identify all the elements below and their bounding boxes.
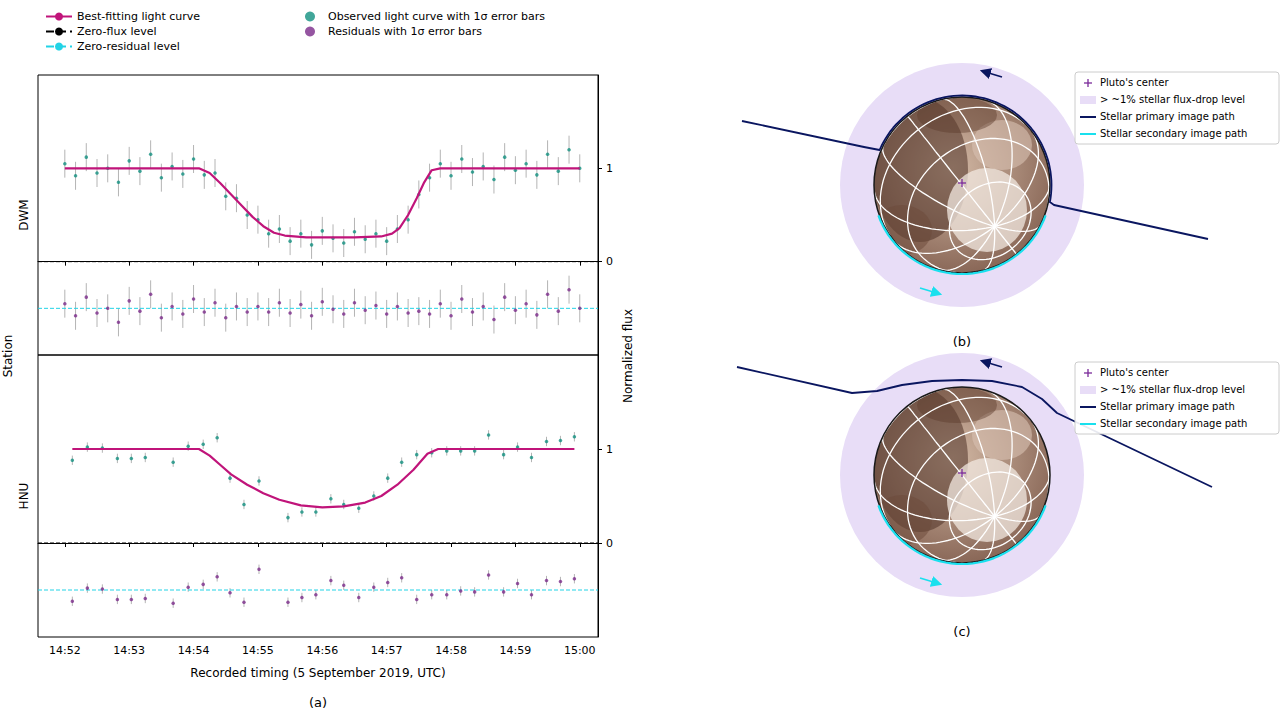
svg-text:Best-fitting light curve: Best-fitting light curve xyxy=(77,10,200,23)
svg-text:15:00: 15:00 xyxy=(564,644,596,657)
svg-text:Zero-flux level: Zero-flux level xyxy=(77,25,157,38)
svg-text:0: 0 xyxy=(606,537,613,550)
svg-text:> ~1% stellar flux-drop level: > ~1% stellar flux-drop level xyxy=(1100,384,1245,395)
svg-text:Observed light curve with 1σ e: Observed light curve with 1σ error bars xyxy=(328,10,545,23)
svg-text:1: 1 xyxy=(606,443,613,456)
svg-text:0: 0 xyxy=(606,255,613,268)
svg-text:DWM: DWM xyxy=(17,199,31,230)
svg-text:Stellar secondary image path: Stellar secondary image path xyxy=(1100,418,1247,429)
svg-text:Stellar primary image path: Stellar primary image path xyxy=(1100,401,1235,412)
svg-text:Normalized flux: Normalized flux xyxy=(621,309,635,403)
svg-text:Pluto's center: Pluto's center xyxy=(1100,77,1169,88)
svg-text:Pluto's center: Pluto's center xyxy=(1100,367,1169,378)
svg-text:14:53: 14:53 xyxy=(113,644,145,657)
svg-text:Residuals with 1σ error bars: Residuals with 1σ error bars xyxy=(328,25,482,38)
svg-text:Recorded timing (5 September 2: Recorded timing (5 September 2019, UTC) xyxy=(190,666,445,680)
svg-text:14:52: 14:52 xyxy=(49,644,81,657)
svg-text:> ~1% stellar flux-drop level: > ~1% stellar flux-drop level xyxy=(1100,94,1245,105)
svg-text:1: 1 xyxy=(606,162,613,175)
svg-text:(b): (b) xyxy=(953,334,971,349)
svg-text:Stellar secondary image path: Stellar secondary image path xyxy=(1100,128,1247,139)
svg-text:HNU: HNU xyxy=(17,483,31,510)
svg-text:14:54: 14:54 xyxy=(178,644,210,657)
svg-text:14:55: 14:55 xyxy=(242,644,274,657)
svg-text:Stellar primary image path: Stellar primary image path xyxy=(1100,111,1235,122)
svg-text:14:58: 14:58 xyxy=(435,644,467,657)
svg-text:14:57: 14:57 xyxy=(371,644,403,657)
svg-text:(c): (c) xyxy=(953,624,970,639)
svg-text:Station: Station xyxy=(1,335,15,378)
svg-text:Zero-residual level: Zero-residual level xyxy=(77,40,180,53)
svg-text:(a): (a) xyxy=(309,695,327,710)
svg-text:14:59: 14:59 xyxy=(500,644,532,657)
svg-text:14:56: 14:56 xyxy=(306,644,338,657)
